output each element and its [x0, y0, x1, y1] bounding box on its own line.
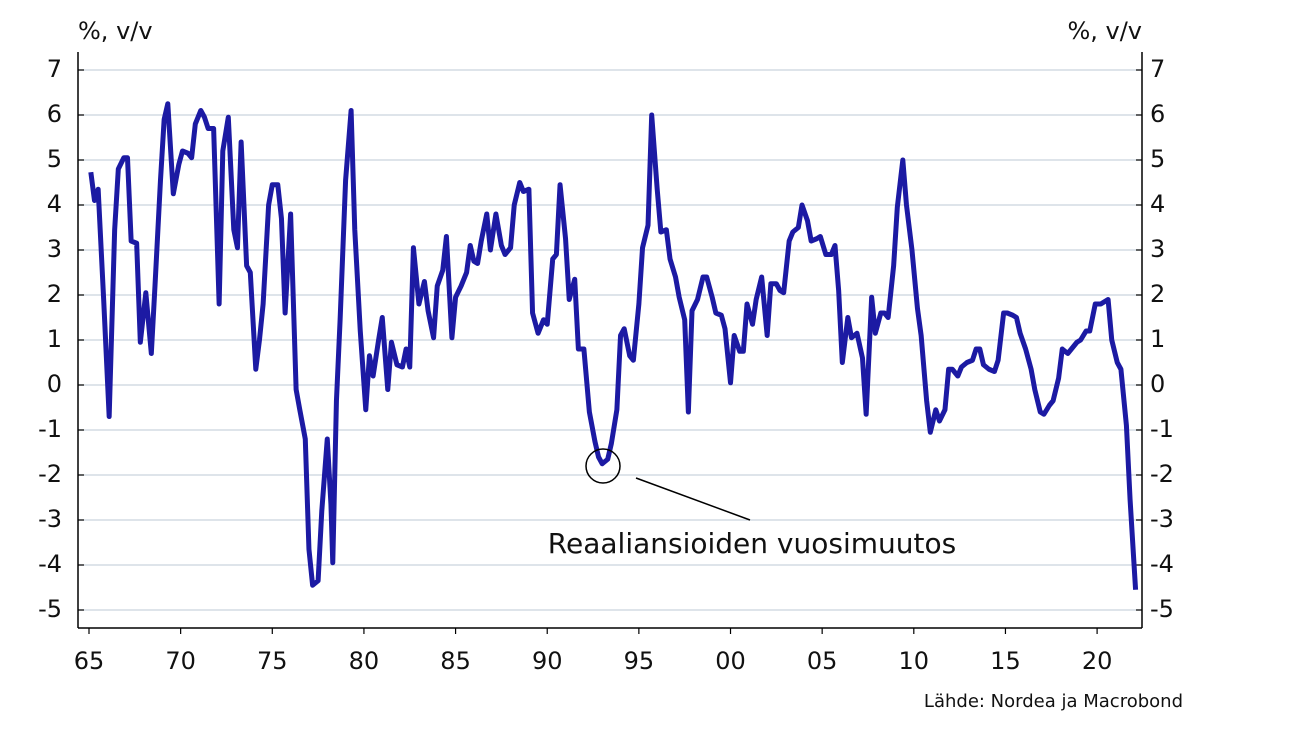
y-tick-label: 2 [47, 280, 62, 308]
x-tick-label: 05 [807, 647, 838, 675]
axes: -5 -4 -3 -2 -1 0 1 2 3 4 5 6 7 -5 -4 -3 -2 -1 0 1 2 3 4 5 6 7 65 70… [38, 52, 1174, 675]
x-tick-label: 90 [532, 647, 563, 675]
y-tick-label: -2 [38, 460, 62, 488]
y2-tick-label: -5 [1150, 595, 1174, 623]
y2-tick-label: 0 [1150, 370, 1165, 398]
annotation: Reaaliansioiden vuosimuutos [548, 527, 956, 560]
y2-tick-label: -1 [1150, 415, 1174, 443]
y-tick-label: 6 [47, 100, 62, 128]
y-tick-label: 7 [47, 55, 62, 83]
y2-tick-label: -4 [1150, 550, 1174, 578]
y2-axis-label: %, v/v [1067, 17, 1142, 45]
plot [88, 101, 1139, 590]
line [88, 101, 1139, 590]
y-tick-label: -1 [38, 415, 62, 443]
annotation-pointer [635, 477, 751, 521]
x-tick-label: 65 [74, 647, 105, 675]
y2-tick-label: 1 [1150, 325, 1165, 353]
source: Lähde: Nordea ja Macrobond [924, 691, 1183, 712]
y-tick-label: -4 [38, 550, 62, 578]
x-tick-label: 85 [440, 647, 471, 675]
y-tick-label: 4 [47, 190, 62, 218]
y2-tick-label: 4 [1150, 190, 1165, 218]
x-tick-label: 95 [624, 647, 655, 675]
annotation-circle [585, 448, 621, 484]
x-tick-label: 20 [1082, 647, 1113, 675]
x-tick-label: 70 [165, 647, 196, 675]
y2-tick-label: 2 [1150, 280, 1165, 308]
y2-tick-label: 7 [1150, 55, 1165, 83]
y-tick-label: -3 [38, 505, 62, 533]
y-tick-label: 3 [47, 235, 62, 263]
y2-tick-label: -3 [1150, 505, 1174, 533]
y2-tick-label: 5 [1150, 145, 1165, 173]
y2-tick-label: 3 [1150, 235, 1165, 263]
y2-tick-label: 6 [1150, 100, 1165, 128]
grid [78, 69, 1142, 611]
y-tick-label: -5 [38, 595, 62, 623]
y-tick-label: 0 [47, 370, 62, 398]
y2-tick-label: -2 [1150, 460, 1174, 488]
y-tick-label: 1 [47, 325, 62, 353]
x-tick-label: 75 [257, 647, 288, 675]
x-tick-label: 80 [349, 647, 380, 675]
x-tick-label: 00 [715, 647, 746, 675]
y-tick-label: 5 [47, 145, 62, 173]
y-axis-label: %, v/v [78, 17, 153, 45]
x-tick-label: 15 [990, 647, 1021, 675]
x-tick-label: 10 [899, 647, 930, 675]
